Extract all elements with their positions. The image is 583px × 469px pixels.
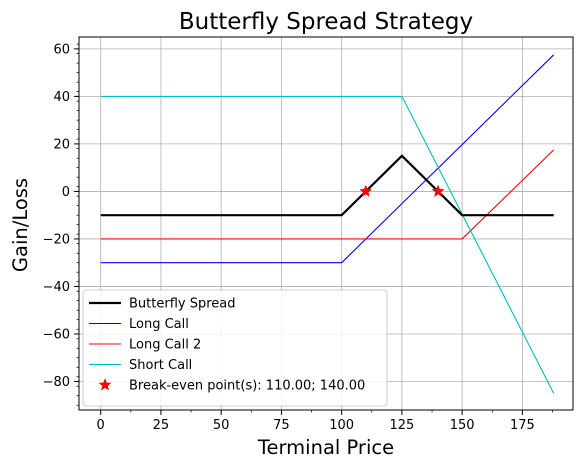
y-axis-title: Gain/Loss [9,178,32,272]
legend-label: Long Call 2 [129,338,201,353]
series-line-long-call-2 [100,149,555,240]
y-tick-label: −40 [43,280,70,295]
y-tick-label: 40 [53,90,70,105]
legend-label: Break-even point(s): 110.00; 140.00 [129,379,365,394]
legend-box [82,289,388,407]
break-even-markers [359,184,445,198]
legend-swatch [98,378,112,391]
y-tick-label: −60 [43,327,70,342]
x-tick-label: 75 [273,418,290,433]
series-line-short-call [100,95,555,394]
series-line-butterfly-spread [100,154,554,217]
break-even-marker [359,184,373,198]
legend-label: Butterfly Spread [129,297,236,312]
series-line-long-call [100,54,555,264]
y-tick-label: 20 [53,137,70,152]
x-tick-label: 175 [510,418,535,433]
x-tick-label: 25 [153,418,170,433]
break-even-marker [431,184,445,198]
legend-label: Short Call [129,358,192,373]
y-tick-label: 60 [53,42,70,57]
y-tick-label: −80 [43,375,70,390]
x-tick-label: 150 [450,418,475,433]
y-tick-label: −20 [43,232,70,247]
legend: Butterfly Spread Long Call Long Call 2 Shor… [82,289,388,407]
x-tick-label: 50 [213,418,230,433]
x-tick-label: 125 [389,418,414,433]
chart-title: Butterfly Spread Strategy [179,9,473,35]
x-tick-label: 0 [97,418,105,433]
plot-frame [78,36,574,411]
axis-ticks: 0 25 50 75 100 125 150 175 60 40 20 0 −20 −40 −60 −80 [43,42,553,433]
series-layer [100,54,555,394]
x-axis-title: Terminal Price [257,436,394,459]
y-tick-label: 0 [62,185,70,200]
legend-label: Long Call [129,317,189,332]
x-tick-label: 100 [329,418,354,433]
